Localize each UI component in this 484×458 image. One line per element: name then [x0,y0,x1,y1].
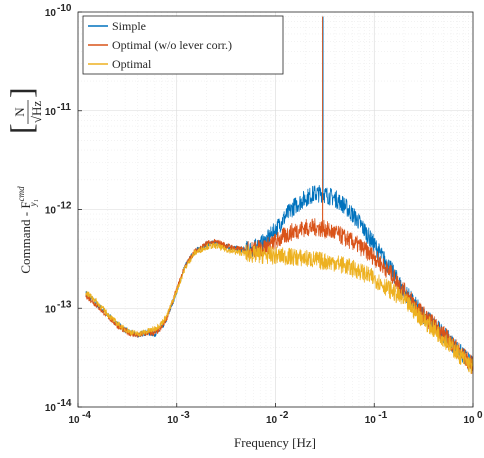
x-tick-exponent: -4 [82,410,91,421]
y-label-unit-num: N [12,107,27,117]
legend-label-optimal: Optimal [112,57,152,71]
x-tick-exponent: 0 [477,410,483,421]
x-tick-exponent: -3 [181,410,190,421]
y-tick-label: 10 [45,206,57,217]
x-tick-label: 10 [365,415,377,426]
y-tick-exponent: -10 [57,3,72,14]
x-tick-label: 10 [463,415,475,426]
legend-label-optimal-wo-lever: Optimal (w/o lever corr.) [112,38,232,52]
y-tick-exponent: -13 [57,299,72,310]
y-axis-label: Command - Fcmdy₁ [ N √Hz ] [3,87,44,273]
y-tick-exponent: -11 [57,102,71,113]
y-tick-label: 10 [45,304,57,315]
x-tick-exponent: -2 [280,410,289,421]
x-tick-label: 10 [68,415,80,426]
series-line [85,242,474,375]
y-label-bracket-left: [ [3,123,39,134]
x-tick-label: 10 [167,415,179,426]
y-label-prefix: Command - F [18,201,33,273]
legend-label-simple: Simple [112,19,146,33]
y-label-unit-den: √Hz [29,101,44,124]
y-label-sup: cmd [16,186,26,201]
series-layer [85,16,474,375]
y-tick-exponent: -12 [57,201,72,212]
x-tick-label: 10 [266,415,278,426]
series-optimal [85,242,474,375]
y-tick-label: 10 [45,107,57,118]
x-tick-exponent: -1 [378,410,387,421]
legend-box [82,15,284,75]
legend: Simple Optimal (w/o lever corr.) Optimal [82,15,284,75]
y-label-sub: y₁ [28,199,38,207]
x-axis-label: Frequency [Hz] [234,435,316,450]
y-tick-label: 10 [45,403,57,414]
y-tick-label: 10 [45,8,57,19]
y-tick-exponent: -14 [57,398,72,409]
y-label-bracket-right: ] [3,87,39,98]
svg-text:Command - Fcmdy₁: Command - Fcmdy₁ [16,186,38,274]
